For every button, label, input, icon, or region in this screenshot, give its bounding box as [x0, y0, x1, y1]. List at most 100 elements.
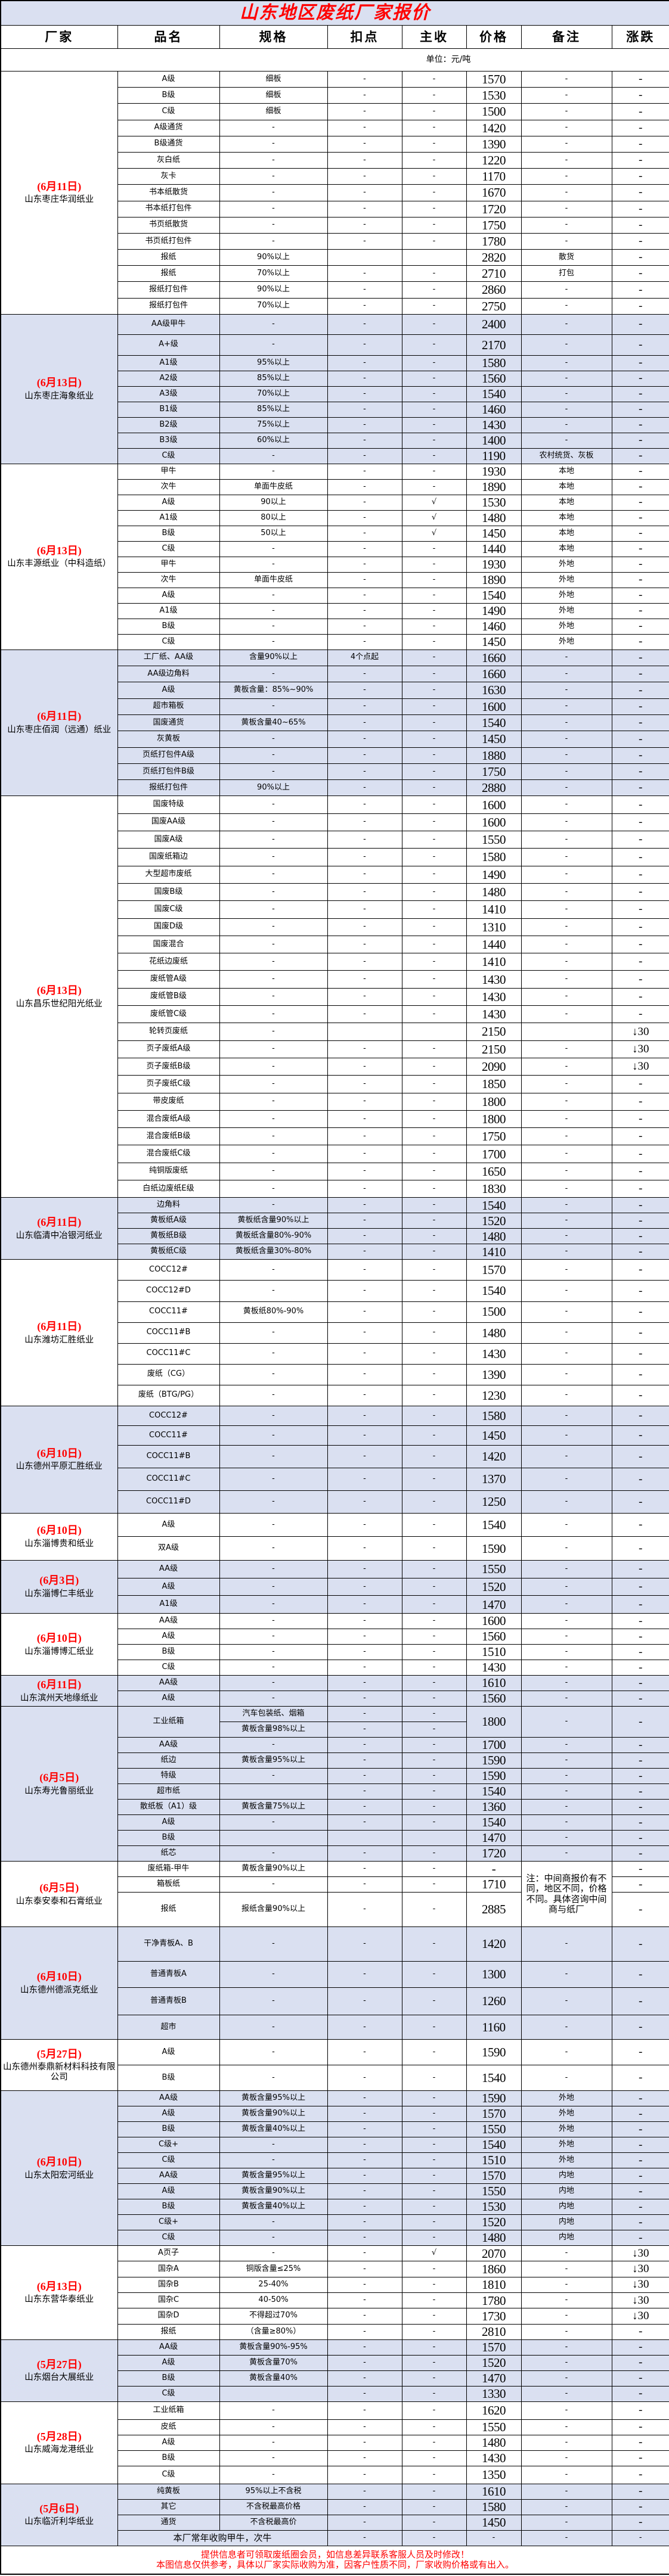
note-cell: - — [521, 731, 612, 748]
spec-cell: 黄板含量90%-95% — [219, 2339, 328, 2356]
price-cell: 1410 — [466, 900, 522, 919]
table-row: B级 黄板含量40%以上 - -1550 外地 - — [1, 2121, 669, 2138]
deduct-cell: - — [327, 2015, 402, 2040]
main-cell: - — [401, 1629, 467, 1645]
main-cell: - — [401, 1322, 467, 1344]
main-cell: - — [401, 900, 467, 919]
spec-cell: - — [219, 1023, 328, 1041]
note-cell: - — [521, 200, 612, 217]
spec-cell: 70%以上 — [219, 386, 328, 402]
price-cell: 1930 — [466, 556, 522, 573]
note-cell: - — [521, 1162, 612, 1181]
spec-cell: - — [219, 1536, 328, 1561]
deduct-cell: - — [327, 900, 402, 919]
change-cell: - — [611, 1536, 669, 1561]
spec-cell: - — [219, 1075, 328, 1093]
change-cell: - — [611, 1280, 669, 1302]
product-cell: 普通青板B — [117, 1987, 220, 2016]
spec-cell: 90以上 — [219, 494, 328, 511]
change-cell: - — [611, 87, 669, 104]
note-cell: - — [521, 1425, 612, 1446]
main-cell: - — [401, 1092, 467, 1111]
change-cell: - — [611, 2483, 669, 2500]
deduct-cell: - — [327, 87, 402, 104]
product-cell: 报纸打包件 — [117, 297, 220, 315]
table-row: 纸芯 - - -1720- - — [1, 1845, 669, 1862]
product-cell: A级 — [117, 70, 220, 88]
main-cell: - — [401, 1110, 467, 1129]
change-cell: - — [611, 281, 669, 299]
table-row: (5月27日) 山东德州泰鼎新材料科技有限公司 A级 - - -1590- - — [0, 2039, 669, 2092]
product-cell: 次牛 — [117, 571, 220, 588]
note-cell: - — [521, 2499, 612, 2515]
change-cell: - — [611, 1892, 669, 1928]
note-cell: 外地 — [521, 2121, 612, 2138]
factory-group: (6月13日) 山东东营华泰纸业 A页子 - - √ 2070- ↓30 国杂A 铜版含量≤25%… — [0, 2245, 669, 2340]
product-cell: 报纸打包件 — [117, 779, 220, 797]
table-row: 黄板含量98%以上 - - — [1, 1722, 669, 1738]
note-cell: 本地 — [521, 494, 612, 511]
table-row: 国杂C 40-50% - -1780- ↓30 — [1, 2292, 669, 2309]
table-row: 混合废纸C级 - - -1700- - — [1, 1145, 669, 1163]
spec-cell: - — [219, 935, 328, 954]
product-cell: 黄板纸C级 — [117, 1244, 220, 1260]
product-cell: 通货 — [117, 2514, 220, 2531]
main-cell: - — [401, 747, 467, 764]
change-cell: - — [611, 1180, 669, 1198]
price-cell: 1160 — [466, 2015, 522, 2040]
deduct-cell: - — [327, 1559, 402, 1578]
deduct-cell: - — [327, 1752, 402, 1769]
main-cell: - — [401, 463, 467, 480]
note-cell: - — [521, 281, 612, 299]
spec-cell: 黄板纸80%-90% — [219, 1301, 328, 1323]
change-cell: - — [611, 432, 669, 449]
factory-cell: (6月13日) 山东昌乐世纪阳光纸业 — [0, 796, 118, 1198]
main-cell: - — [401, 2230, 467, 2246]
main-cell: - — [401, 297, 467, 315]
deduct-cell: - — [327, 1536, 402, 1561]
main-cell: - — [401, 1783, 467, 1800]
price-cell: 1420 — [466, 1444, 522, 1468]
table-row: 废纸（CG） - - -1390- - — [1, 1363, 669, 1385]
deduct-cell: - — [327, 448, 402, 464]
price-cell: 1550 — [466, 2183, 522, 2200]
product-cell: 次牛 — [117, 478, 220, 495]
deduct-cell: - — [327, 1244, 402, 1260]
deduct-cell: - — [327, 2065, 402, 2092]
price-cell: 1430 — [466, 1005, 522, 1024]
note-cell: - — [521, 2261, 612, 2277]
main-cell: - — [401, 1577, 467, 1596]
deduct-cell: - — [327, 1057, 402, 1076]
merged-note-cell: 本厂常年收购甲牛，次牛 — [117, 2530, 328, 2546]
price-cell: 1470 — [466, 1595, 522, 1614]
main-cell: √ — [401, 494, 467, 511]
spec-cell: - — [219, 1490, 328, 1514]
factory-group: (5月27日) 山东德州泰鼎新材料科技有限公司 A级 - - -1590- - B级 - - -15… — [0, 2039, 669, 2092]
price-cell: 1550 — [466, 2419, 522, 2435]
spec-cell — [219, 1783, 328, 1800]
deduct-cell: - — [327, 216, 402, 234]
table-row: (5月28日) 山东威海龙港纸业 工业纸箱 - - -1620- - — [0, 2401, 669, 2484]
note-cell: 本地 — [521, 478, 612, 495]
change-cell: - — [611, 865, 669, 884]
price-cell: 1540 — [466, 1197, 522, 1214]
price-cell: 2810 — [466, 2323, 522, 2340]
main-cell: - — [401, 1987, 467, 2016]
change-cell: - — [611, 1244, 669, 1260]
deduct-cell: - — [327, 2199, 402, 2215]
note-cell: - — [521, 813, 612, 832]
main-cell: - — [401, 119, 467, 136]
main-cell: - — [401, 2419, 467, 2435]
product-cell: 国废纸箱边 — [117, 848, 220, 866]
change-cell: - — [611, 763, 669, 781]
note-cell: - — [521, 135, 612, 153]
price-cell: 1430 — [466, 2450, 522, 2466]
change-cell: - — [611, 1876, 669, 1893]
spec-cell: 黄板含量40%以上 — [219, 2121, 328, 2138]
price-cell: 1590 — [466, 1752, 522, 1769]
main-cell — [401, 1023, 467, 1041]
spec-cell: 黄板含量75%以上 — [219, 1799, 328, 1816]
main-cell: - — [401, 1768, 467, 1785]
header-factory: 厂家 — [0, 25, 118, 49]
